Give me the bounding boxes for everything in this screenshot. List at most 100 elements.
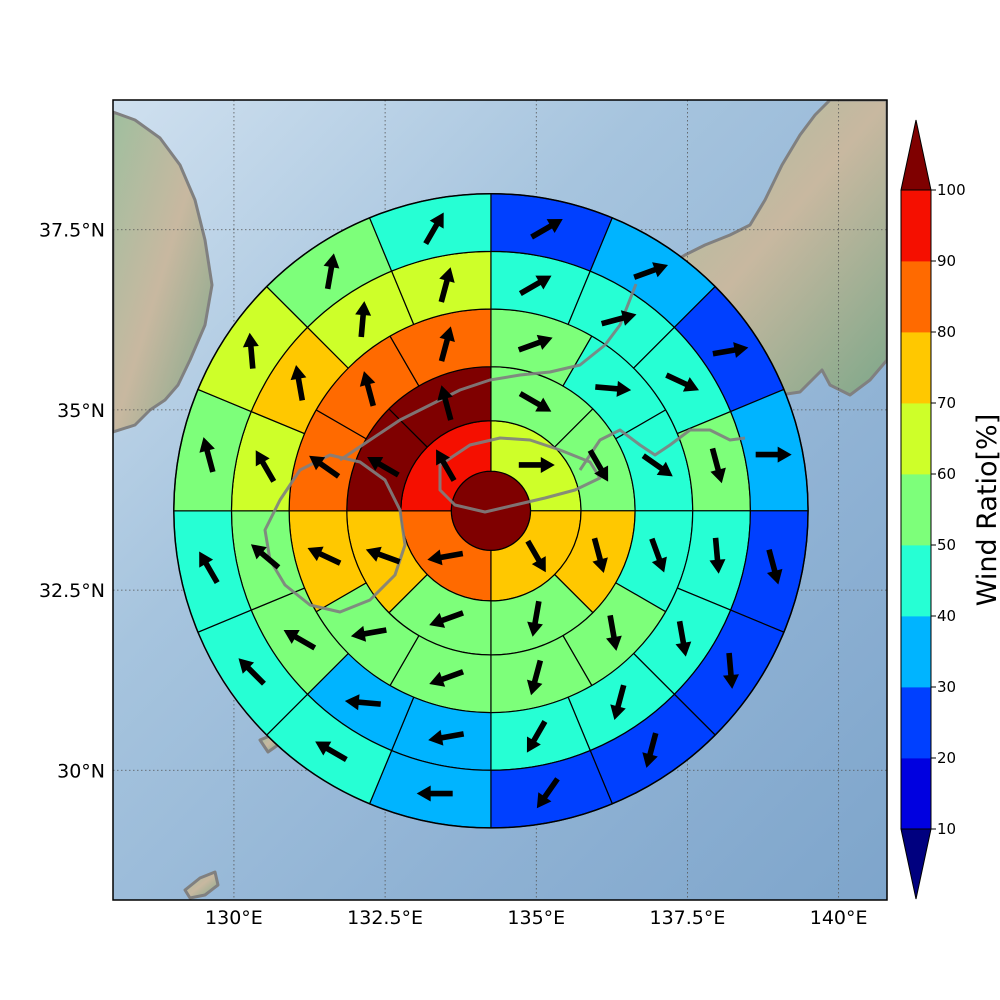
wind-arrow xyxy=(365,546,401,565)
wind-arrows xyxy=(0,0,792,809)
colorbar-title: Wind Ratio[%] xyxy=(972,414,1000,606)
wind-arrow xyxy=(709,537,726,574)
wind-arrow xyxy=(766,548,783,585)
wind-arrow xyxy=(526,720,548,753)
wind-arrow xyxy=(518,456,555,473)
kyushu-coastline xyxy=(263,453,407,614)
wind-arrow xyxy=(755,446,792,463)
wind-arrow xyxy=(0,0,8,18)
wind-arrow xyxy=(199,551,220,585)
colorbar-segment xyxy=(901,687,931,759)
wind-arrow xyxy=(600,310,637,327)
wind-arrow xyxy=(429,669,465,687)
latitude-tick-label: 37.5°N xyxy=(39,220,105,242)
wind-arrow xyxy=(675,620,692,657)
honshu-west-coastline xyxy=(339,283,638,462)
wind-arrow xyxy=(0,0,8,18)
colorbar-segment xyxy=(901,332,931,404)
map-frame xyxy=(112,99,888,901)
longitude-tick-label: 130°E xyxy=(205,907,263,929)
wind-arrow xyxy=(250,544,281,570)
wind-arrow xyxy=(355,301,372,338)
wind-arrow xyxy=(238,658,266,686)
wind-arrow xyxy=(242,332,259,369)
wind-arrow xyxy=(641,453,673,477)
wind-arrow xyxy=(0,0,8,18)
colorbar-segment xyxy=(901,616,931,688)
latitude-tick-label: 35°N xyxy=(57,400,105,422)
wind-arrow xyxy=(649,537,667,573)
wind-arrow xyxy=(642,732,659,768)
latitude-tick-label: 30°N xyxy=(57,760,105,782)
wind-arrow xyxy=(530,219,563,240)
kii-coastline xyxy=(578,428,746,471)
wind-arrow xyxy=(416,785,453,802)
colorbar: 10 20 30 40 50 60 70 80 90 100 xyxy=(900,119,966,900)
wind-arrow xyxy=(423,212,444,246)
amami-island xyxy=(183,870,220,900)
wind-arrow xyxy=(0,0,8,18)
wind-arrow xyxy=(437,385,454,421)
wind-arrow xyxy=(723,652,739,689)
colorbar-tick-label: 60 xyxy=(937,465,956,483)
colorbar-tick-label: 50 xyxy=(937,536,956,554)
colorbar-tick-label: 100 xyxy=(937,181,966,199)
colorbar-tick-label: 80 xyxy=(937,323,956,341)
wind-arrow xyxy=(0,0,8,18)
colorbar-over-extension xyxy=(900,119,932,191)
wind-arrow xyxy=(367,456,400,478)
wind-arrow xyxy=(428,729,465,746)
wind-arrow xyxy=(283,629,317,651)
wind-arrow xyxy=(255,450,277,483)
wind-arrow xyxy=(199,437,216,473)
wind-arrow xyxy=(526,659,544,696)
wind-arrow xyxy=(0,0,8,18)
wind-arrow xyxy=(359,371,376,407)
colorbar-segment xyxy=(901,474,931,546)
longitude-tick-label: 132.5°E xyxy=(347,907,423,929)
wind-arrow xyxy=(536,777,560,809)
wind-arrow xyxy=(0,0,8,18)
outer-ring-border xyxy=(173,192,809,829)
longitude-tick-labels: 130°E 132.5°E 135°E 137.5°E 140°E xyxy=(205,907,867,929)
wind-arrow xyxy=(350,625,387,642)
wind-sector-borders xyxy=(173,192,809,829)
wind-arrow xyxy=(309,455,341,479)
latitude-tick-label: 32.5°N xyxy=(39,580,105,602)
colorbar-segment xyxy=(901,261,931,333)
wind-arrow xyxy=(427,549,464,566)
wind-arrow xyxy=(0,0,8,18)
colorbar-frame xyxy=(900,189,932,830)
wind-arrow xyxy=(633,262,669,280)
wind-arrow xyxy=(315,741,348,762)
wind-arrow xyxy=(709,447,726,484)
colorbar-tick-label: 40 xyxy=(937,607,956,625)
latitude-tick-labels: 30°N 32.5°N 35°N 37.5°N xyxy=(39,220,105,783)
coastline-overlay xyxy=(263,283,746,614)
wind-arrow xyxy=(610,684,627,720)
wind-arrow xyxy=(712,342,749,358)
wind-arrow xyxy=(517,334,553,353)
wind-arrow xyxy=(436,449,457,482)
wind-arrow xyxy=(527,600,543,637)
colorbar-tick-label: 20 xyxy=(937,749,956,767)
wind-arrow xyxy=(0,0,8,18)
colorbar-segment xyxy=(901,758,931,830)
colorbar-tick-label: 30 xyxy=(937,678,956,696)
wind-arrow xyxy=(525,539,546,573)
wind-arrow xyxy=(290,364,307,401)
longitude-tick-label: 140°E xyxy=(810,907,868,929)
wind-arrow xyxy=(0,0,8,18)
wind-arrow xyxy=(0,0,8,18)
wind-arrow xyxy=(344,694,381,711)
colorbar-tick-label: 10 xyxy=(937,820,956,838)
wind-arrow xyxy=(0,0,8,18)
wind-arrow xyxy=(323,253,340,290)
wind-arrow xyxy=(429,610,464,628)
longitude-tick-label: 137.5°E xyxy=(650,907,726,929)
wind-arrow xyxy=(518,391,552,412)
wind-arrow xyxy=(518,275,552,297)
wind-arrow xyxy=(665,372,700,392)
colorbar-segment xyxy=(901,403,931,475)
